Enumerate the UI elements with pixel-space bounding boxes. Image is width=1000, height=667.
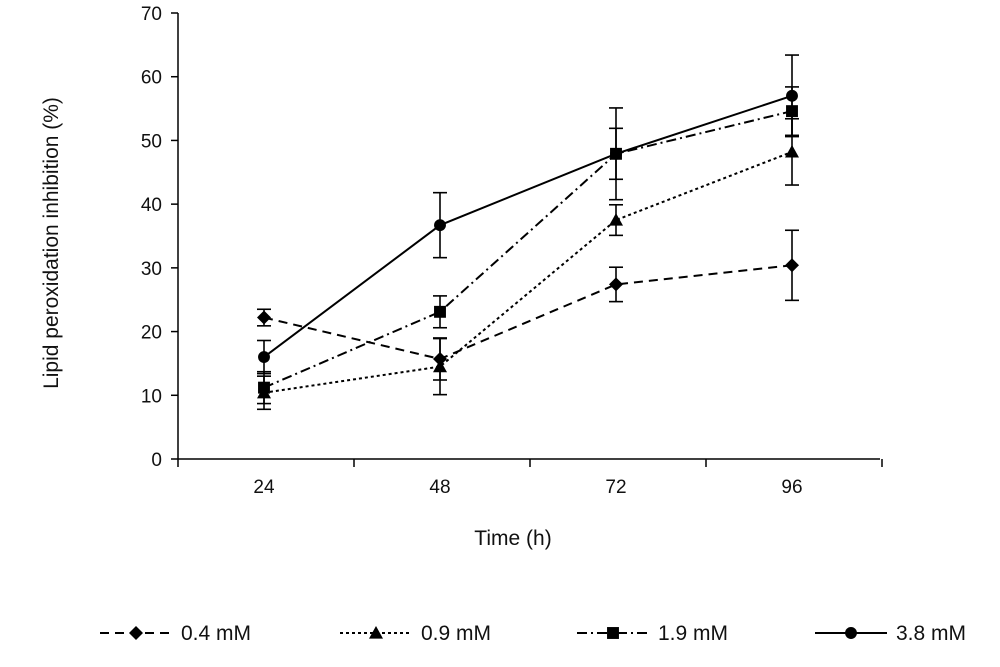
series-0-4-mm xyxy=(257,229,799,381)
data-point-3-8-mm xyxy=(786,89,798,102)
legend-item-1-9-mm: 1.9 mM xyxy=(577,622,728,645)
legend-item-0-9-mm: 0.9 mM xyxy=(340,622,491,645)
legend-item-3-8-mm: 3.8 mM xyxy=(815,622,966,645)
legend-item-0-4-mm: 0.4 mM xyxy=(100,622,251,645)
y-axis-title: Lipid peroxidation inhibition (%) xyxy=(40,97,63,389)
legend-marker-3-8-mm xyxy=(845,627,857,639)
x-axis-title: Time (h) xyxy=(474,527,551,550)
data-point-1-9-mm xyxy=(434,305,446,318)
y-tick-label: 0 xyxy=(151,450,162,471)
legend-marker-0-4-mm xyxy=(129,626,143,640)
data-point-0-9-mm xyxy=(433,359,447,373)
series-0-9-mm xyxy=(257,117,799,411)
data-point-3-8-mm xyxy=(434,219,446,232)
y-tick-label: 20 xyxy=(141,323,162,344)
legend-label-1-9-mm: 1.9 mM xyxy=(658,622,728,645)
legend-label-3-8-mm: 3.8 mM xyxy=(896,622,966,645)
data-point-3-8-mm xyxy=(258,351,270,364)
data-point-3-8-mm xyxy=(610,147,622,160)
y-tick-label: 50 xyxy=(141,131,162,152)
legend-marker-1-9-mm xyxy=(607,627,619,639)
y-tick-label: 30 xyxy=(141,259,162,280)
y-tick-label: 70 xyxy=(141,4,162,25)
axes: 0 10 20 30 40 50 60 70 24 48 72 96 xyxy=(141,4,883,498)
series-line-0-9-mm xyxy=(263,150,793,394)
series-line-0-4-mm xyxy=(263,264,793,361)
x-tick-label: 24 xyxy=(253,477,275,498)
y-tick-label: 10 xyxy=(141,386,162,407)
legend-label-0-9-mm: 0.9 mM xyxy=(421,622,491,645)
x-tick-label: 96 xyxy=(781,477,802,498)
legend-marker-0-9-mm xyxy=(369,626,383,639)
data-point-0-4-mm xyxy=(257,310,271,325)
series-line-1-9-mm xyxy=(263,110,793,389)
legend-label-0-4-mm: 0.4 mM xyxy=(181,622,251,645)
data-point-0-9-mm xyxy=(785,144,799,158)
series-line-3-8-mm xyxy=(263,94,793,358)
data-point-0-4-mm xyxy=(609,277,623,292)
series-layer xyxy=(257,54,799,411)
data-point-0-4-mm xyxy=(785,258,799,273)
x-tick-label: 72 xyxy=(605,477,626,498)
series-3-8-mm xyxy=(257,54,799,375)
y-tick-label: 60 xyxy=(141,68,162,89)
legend: 0.4 mM 0.9 mM 1.9 mM 3.8 mM xyxy=(100,622,966,645)
data-point-0-9-mm xyxy=(609,213,623,226)
data-point-1-9-mm xyxy=(258,381,270,394)
series-1-9-mm xyxy=(257,86,799,405)
y-tick-label: 40 xyxy=(141,195,162,216)
x-tick-label: 48 xyxy=(429,477,450,498)
